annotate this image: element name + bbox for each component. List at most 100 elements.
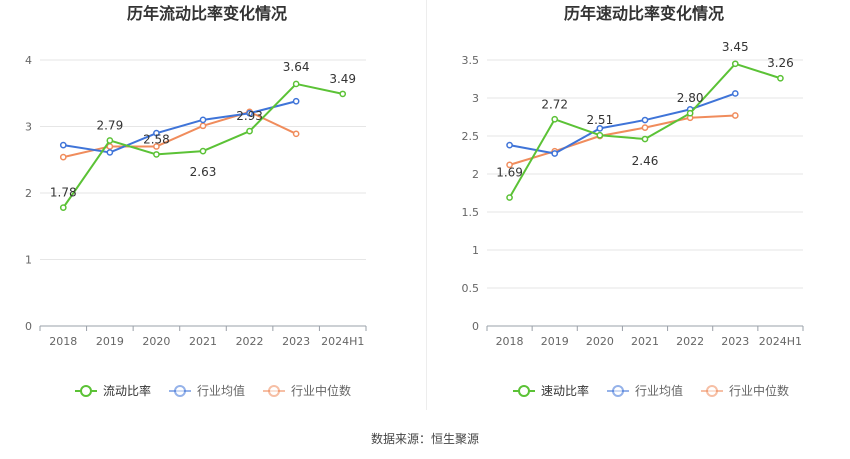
y-tick-label: 1.5 <box>462 206 480 219</box>
legend-label: 行业均值 <box>197 383 245 398</box>
data-point <box>551 115 559 123</box>
data-label: 2.79 <box>96 118 123 132</box>
data-label: 3.49 <box>329 72 356 86</box>
legend-item-3[interactable]: 行业中位数 <box>701 383 789 398</box>
x-tick-label: 2022 <box>676 335 704 348</box>
legend-label: 行业中位数 <box>729 383 789 398</box>
x-tick-label: 2018 <box>496 335 524 348</box>
y-tick-label: 2.5 <box>462 130 480 143</box>
x-tick-label: 2021 <box>189 335 217 348</box>
x-tick-label: 2019 <box>96 335 124 348</box>
data-label: 1.78 <box>50 186 77 200</box>
data-point <box>777 74 784 82</box>
data-point <box>731 112 739 119</box>
x-tick-label: 2022 <box>236 335 264 348</box>
series-line <box>509 92 736 155</box>
data-label: 3.26 <box>767 56 794 70</box>
series-line <box>63 110 297 159</box>
legend-item-1[interactable]: 流动比率 <box>75 383 151 398</box>
legend-marker <box>268 385 280 397</box>
panel-divider <box>426 0 427 410</box>
data-point <box>59 141 67 149</box>
chart-1: 历年流动比率变化情况 0 1 2 3 4 2018 2019 2020 2021 2022 2023 2… <box>25 4 367 398</box>
data-point <box>731 60 739 68</box>
legend-item-2[interactable]: 行业均值 <box>169 383 245 398</box>
data-point <box>596 131 604 139</box>
legend-label: 速动比率 <box>541 383 589 398</box>
data-point <box>246 109 253 117</box>
x-tick-label: 2020 <box>586 335 614 348</box>
data-point <box>506 161 513 169</box>
y-tick-label: 4 <box>25 54 32 67</box>
legend-marker <box>80 385 92 397</box>
data-point <box>686 109 694 117</box>
data-point <box>551 150 559 157</box>
y-tick-label: 0 <box>25 320 32 333</box>
y-tick-label: 3 <box>25 121 32 134</box>
y-tick-label: 0 <box>472 320 479 333</box>
x-tick-label: 2023 <box>721 335 749 348</box>
legend-marker <box>706 385 718 397</box>
data-point <box>106 143 114 150</box>
x-tick-label: 2018 <box>49 335 77 348</box>
data-point <box>59 204 67 211</box>
x-tick-label: 2021 <box>631 335 659 348</box>
legend-label: 行业中位数 <box>291 383 351 398</box>
data-label: 3.45 <box>722 40 749 54</box>
data-point <box>153 151 160 158</box>
legend-marker <box>612 385 624 397</box>
data-point <box>731 90 739 97</box>
data-label: 2.51 <box>586 113 613 127</box>
y-tick-label: 2 <box>472 168 479 181</box>
data-point <box>199 122 207 130</box>
series-1 <box>59 80 347 211</box>
data-label: 2.63 <box>190 165 217 179</box>
x-tick-label: 2020 <box>142 335 170 348</box>
data-point <box>339 90 347 98</box>
data-point <box>596 125 604 132</box>
data-point <box>246 127 253 135</box>
data-label: 2.80 <box>677 91 704 105</box>
x-tick-label: 2024H1 <box>759 335 802 348</box>
data-label: 3.64 <box>283 60 310 74</box>
data-label: 2.46 <box>632 154 659 168</box>
y-tick-label: 1 <box>25 254 32 267</box>
y-tick-label: 2 <box>25 187 32 200</box>
x-tick-label: 2019 <box>541 335 569 348</box>
data-point <box>292 80 300 88</box>
data-source-footer: 数据来源：恒生聚源 <box>370 432 479 446</box>
data-point <box>292 97 300 105</box>
x-tick-label: 2023 <box>282 335 310 348</box>
y-tick-label: 0.5 <box>462 282 480 295</box>
y-tick-label: 3.5 <box>462 54 480 67</box>
data-label: 2.93 <box>236 109 263 123</box>
data-point <box>506 141 513 149</box>
data-point <box>641 116 649 124</box>
data-point <box>59 153 67 161</box>
data-label: 1.69 <box>496 166 523 180</box>
legend-marker <box>174 385 186 397</box>
data-point <box>153 143 160 150</box>
series-line <box>62 82 343 209</box>
data-point <box>153 129 160 137</box>
legend-item-3[interactable]: 行业中位数 <box>263 383 351 398</box>
legend-item-2[interactable]: 行业均值 <box>607 383 683 398</box>
data-label: 2.72 <box>541 97 568 111</box>
chart-title: 历年流动比率变化情况 <box>127 4 287 23</box>
legend-marker <box>518 385 530 397</box>
data-point <box>641 135 649 143</box>
legend-label: 流动比率 <box>103 383 151 398</box>
data-point <box>292 130 300 138</box>
data-point <box>199 147 207 155</box>
data-point <box>506 194 513 201</box>
data-point <box>641 124 649 131</box>
data-point <box>199 116 207 124</box>
legend-label: 行业均值 <box>635 383 683 398</box>
data-point <box>106 137 114 144</box>
y-tick-label: 3 <box>472 92 479 105</box>
data-label: 2.58 <box>143 132 170 146</box>
series-1 <box>506 60 784 201</box>
chart-2: 历年速动比率变化情况 0 0.5 1 1.5 2 2.5 3 3.5 2018 2019 2020 20… <box>462 4 804 398</box>
legend-item-1[interactable]: 速动比率 <box>513 383 589 398</box>
